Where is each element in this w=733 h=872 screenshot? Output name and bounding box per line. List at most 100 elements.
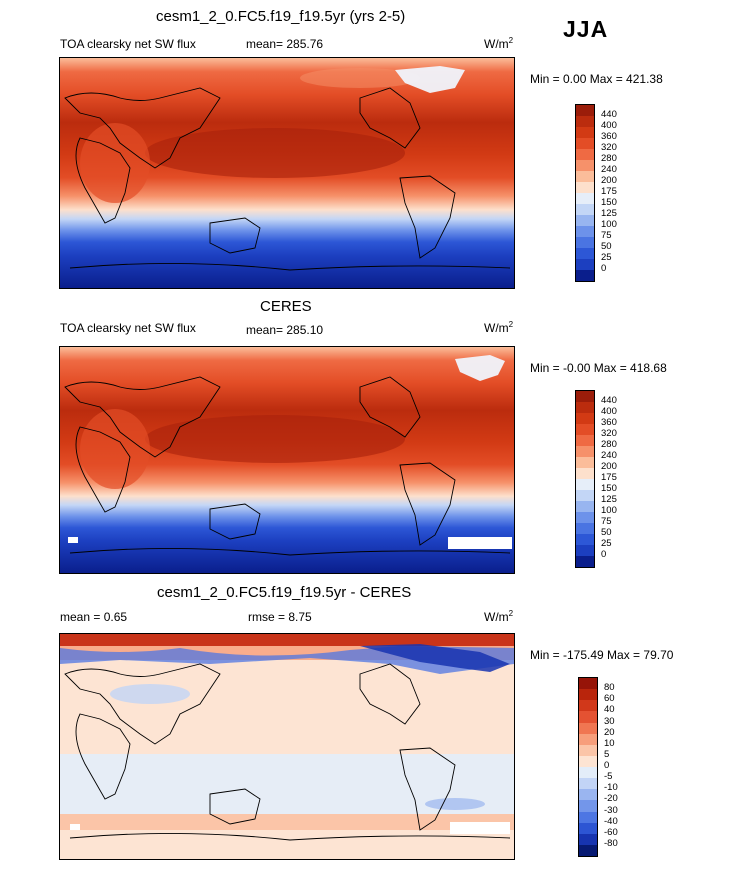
colorbar-swatch [579, 700, 597, 712]
panel2-map [59, 346, 515, 574]
colorbar-tick-label: -60 [604, 826, 618, 838]
panel1-map [59, 57, 515, 289]
panel1-map-svg [60, 58, 514, 288]
season-label: JJA [563, 16, 609, 42]
colorbar-tick-label: 100 [601, 505, 617, 516]
colorbar-tick-label: 0 [604, 760, 610, 771]
colorbar-tick-label: -80 [604, 837, 618, 849]
colorbar-swatch [579, 744, 597, 756]
colorbar-swatch [576, 468, 594, 479]
colorbar-tick-label: 5 [604, 748, 610, 760]
colorbar-swatch [579, 678, 597, 690]
colorbar-swatch [576, 523, 594, 534]
colorbar-swatch [576, 512, 594, 523]
colorbar-swatch [579, 689, 597, 701]
panel1-minmax: Min = 0.00 Max = 421.38 [530, 72, 663, 86]
colorbar-swatch [579, 822, 597, 834]
colorbar-tick-label: 0 [601, 549, 607, 560]
colorbar-swatch [576, 534, 594, 545]
colorbar-tick-label: -5 [604, 771, 613, 783]
colorbar-tick-label: 75 [601, 516, 612, 527]
colorbar-swatch [579, 833, 597, 845]
panel3-map-svg [60, 634, 514, 859]
colorbar-tick-label: -20 [604, 793, 618, 805]
colorbar-swatch [576, 413, 594, 424]
colorbar-swatch [576, 138, 594, 149]
colorbar-tick-label: 30 [604, 715, 615, 727]
colorbar-swatch [576, 402, 594, 413]
colorbar-tick-label: 25 [601, 252, 612, 263]
colorbar-swatch [576, 259, 594, 270]
panel3-title: cesm1_2_0.FC5.f19_f19.5yr - CERES [157, 584, 412, 601]
panel3-colorbar-swatches [578, 677, 598, 857]
panel2-map-svg [60, 347, 514, 573]
colorbar-tick-label: 280 [601, 439, 617, 450]
colorbar-tick-label: 200 [601, 175, 617, 186]
colorbar-swatch [576, 149, 594, 160]
colorbar-tick-label: -10 [604, 782, 618, 794]
colorbar-tick-label: 440 [601, 109, 617, 120]
colorbar-tick-label: 175 [601, 186, 617, 197]
colorbar-tick-label: 240 [601, 164, 617, 175]
panel2-title: CERES [260, 298, 312, 315]
colorbar-swatch [576, 501, 594, 512]
colorbar-tick-label: 10 [604, 737, 615, 749]
colorbar-tick-label: 75 [601, 230, 612, 241]
panel1-mean-label: mean= 285.76 [246, 37, 324, 51]
colorbar-swatch [579, 800, 597, 812]
colorbar-tick-label: 360 [601, 417, 617, 428]
colorbar-tick-label: -40 [604, 815, 618, 827]
colorbar-swatch [576, 248, 594, 259]
colorbar-swatch [576, 204, 594, 215]
panel2-variable-label: TOA clearsky net SW flux [60, 321, 196, 335]
panel3-mean-label: mean = 0.65 [60, 610, 128, 624]
colorbar-tick-label: 20 [604, 726, 615, 738]
colorbar-swatch [576, 435, 594, 446]
colorbar-swatch [576, 116, 594, 127]
colorbar-swatch [576, 556, 594, 567]
panel1-colorbar-swatches [575, 104, 595, 282]
colorbar-tick-label: 125 [601, 494, 617, 505]
colorbar-swatch [576, 160, 594, 171]
colorbar-tick-label: 40 [604, 704, 615, 716]
colorbar-tick-label: 440 [601, 395, 617, 406]
colorbar-swatch [579, 811, 597, 823]
colorbar-swatch [576, 545, 594, 556]
panel2-colorbar-swatches [575, 390, 595, 568]
colorbar-swatch [576, 171, 594, 182]
panel1-variable-label: TOA clearsky net SW flux [60, 37, 196, 51]
colorbar-swatch [579, 755, 597, 767]
colorbar-swatch [579, 733, 597, 745]
colorbar-swatch [576, 215, 594, 226]
panel2-mean-label: mean= 285.10 [246, 323, 324, 337]
colorbar-tick-label: 400 [601, 120, 617, 131]
colorbar-swatch [579, 767, 597, 779]
colorbar-tick-label: 400 [601, 406, 617, 417]
colorbar-tick-label: 360 [601, 131, 617, 142]
colorbar-swatch [576, 237, 594, 248]
panel1-title: cesm1_2_0.FC5.f19_f19.5yr (yrs 2-5) [156, 8, 406, 25]
colorbar-swatch [579, 778, 597, 790]
colorbar-swatch [576, 105, 594, 116]
colorbar-tick-label: 280 [601, 153, 617, 164]
colorbar-tick-label: 175 [601, 472, 617, 483]
colorbar-swatch [576, 270, 594, 281]
colorbar-swatch [579, 711, 597, 723]
colorbar-tick-label: 100 [601, 219, 617, 230]
colorbar-swatch [576, 457, 594, 468]
colorbar-swatch [576, 391, 594, 402]
panel3-map [59, 633, 515, 860]
colorbar-tick-label: 80 [604, 682, 615, 694]
colorbar-tick-label: 240 [601, 450, 617, 461]
colorbar-swatch [579, 722, 597, 734]
panel2-minmax: Min = -0.00 Max = 418.68 [530, 361, 667, 375]
colorbar-swatch [576, 479, 594, 490]
colorbar-swatch [576, 127, 594, 138]
panel3-minmax: Min = -175.49 Max = 79.70 [530, 648, 674, 662]
panel3-units: W/m2 [484, 609, 514, 624]
colorbar-tick-label: 320 [601, 142, 617, 153]
colorbar-swatch [576, 193, 594, 204]
colorbar-swatch [576, 446, 594, 457]
colorbar-tick-label: 320 [601, 428, 617, 439]
colorbar-tick-label: 0 [601, 263, 607, 274]
